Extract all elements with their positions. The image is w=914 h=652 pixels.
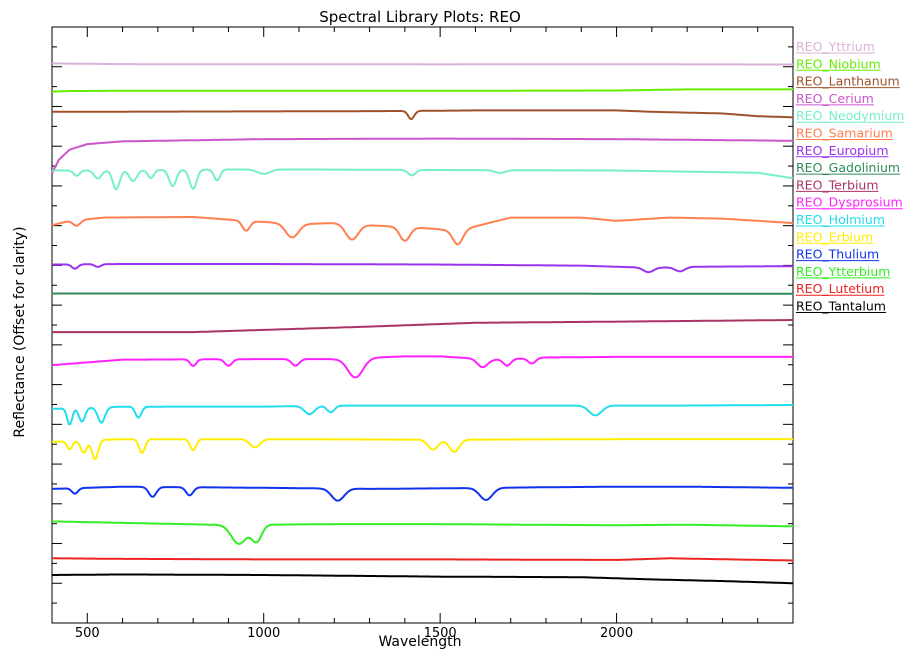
legend-item: REO_Tantalum bbox=[796, 299, 886, 314]
legend-item: REO_Gadolinium bbox=[796, 160, 900, 175]
legend-item: REO_Neodymium bbox=[796, 108, 904, 123]
series-line-reo_erbium bbox=[51, 438, 793, 461]
legend: REO_Yttrium REO_Niobium REO_Lanthanum REO_C… bbox=[796, 39, 905, 314]
series-line-reo_yttrium bbox=[52, 62, 793, 66]
legend-item: REO_Thulium bbox=[796, 247, 879, 262]
x-tick-labels: 500 1000 1500 2000 bbox=[75, 626, 633, 641]
legend-item: REO_Terbium bbox=[796, 177, 879, 192]
legend-item: REO_Dysprosium bbox=[796, 195, 903, 210]
chart-title: Spectral Library Plots: REO bbox=[319, 8, 521, 26]
x-tick-label: 1500 bbox=[424, 626, 457, 641]
series-line-reo_lutetium bbox=[52, 557, 793, 562]
series-line-reo_ytterbium bbox=[52, 520, 794, 545]
series-line-reo_holmium bbox=[51, 404, 793, 426]
legend-item: REO_Niobium bbox=[796, 56, 881, 71]
legend-item: REO_Lanthanum bbox=[796, 74, 900, 89]
series-line-reo_dysprosium bbox=[51, 355, 793, 379]
series-line-reo_neodymium bbox=[51, 168, 794, 191]
series-line-reo_niobium bbox=[52, 88, 793, 93]
legend-item: REO_Cerium bbox=[796, 91, 874, 106]
series-line-reo_lanthanum bbox=[52, 109, 793, 121]
series-line-reo_thulium bbox=[52, 485, 793, 502]
x-tick-label: 1000 bbox=[247, 626, 280, 641]
series-line-reo_cerium bbox=[51, 137, 793, 174]
series-line-reo_tantalum bbox=[52, 573, 794, 585]
series-line-reo_europium bbox=[51, 263, 793, 274]
y-axis-label: Reflectance (Offset for clarity) bbox=[12, 226, 28, 437]
legend-item: REO_Europium bbox=[796, 143, 889, 158]
legend-item: REO_Samarium bbox=[796, 126, 893, 141]
x-axis-label: Wavelength bbox=[378, 634, 461, 650]
legend-item: REO_Yttrium bbox=[796, 39, 875, 54]
legend-item: REO_Ytterbium bbox=[796, 264, 890, 279]
legend-item: REO_Lutetium bbox=[796, 281, 884, 296]
legend-item: REO_Erbium bbox=[796, 229, 873, 244]
x-tick-label: 2000 bbox=[600, 626, 633, 641]
legend-item: REO_Holmium bbox=[796, 212, 885, 227]
series-layer bbox=[51, 62, 794, 585]
axis-ticks bbox=[51, 26, 794, 624]
series-line-reo_samarium bbox=[51, 216, 794, 246]
series-line-reo_terbium bbox=[52, 319, 793, 334]
x-tick-label: 500 bbox=[75, 626, 100, 641]
